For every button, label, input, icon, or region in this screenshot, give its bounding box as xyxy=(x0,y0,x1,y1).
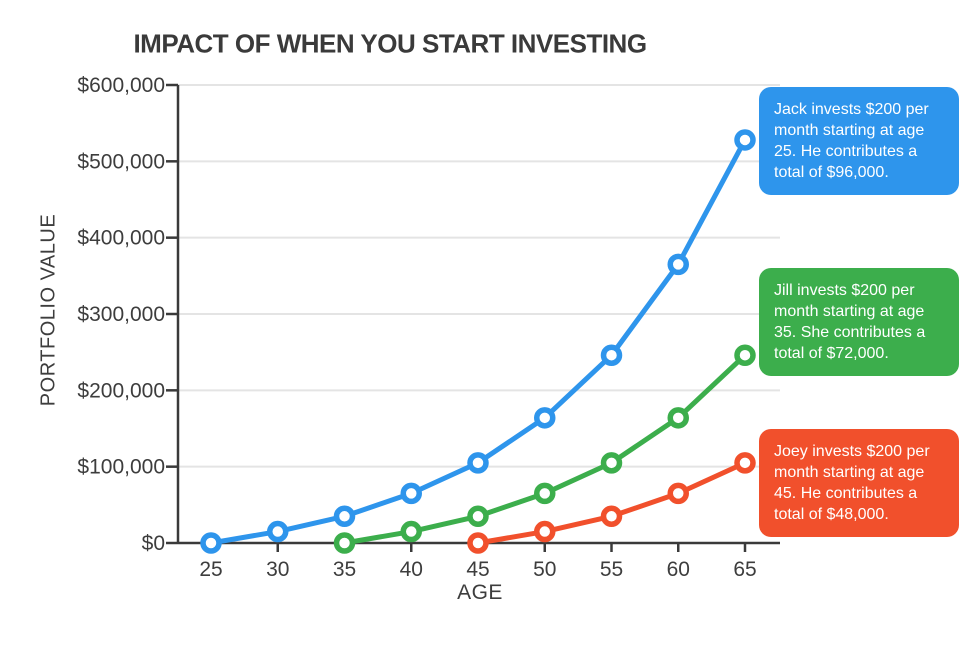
data-point-marker xyxy=(534,482,556,505)
y-tick-label: $500,000 xyxy=(77,150,165,173)
x-tick-label: 45 xyxy=(466,558,489,581)
callout-joey: Joey invests $200 per month starting at … xyxy=(759,429,959,537)
data-point-marker xyxy=(400,482,422,505)
data-point-marker xyxy=(667,407,689,429)
series-line xyxy=(342,352,748,546)
data-point-marker xyxy=(667,253,689,276)
data-point-marker xyxy=(200,532,222,554)
y-tick-label: $100,000 xyxy=(77,456,165,479)
x-tick-label: 50 xyxy=(533,558,556,581)
data-point-marker xyxy=(467,532,489,554)
data-point-marker xyxy=(534,407,556,429)
series-line xyxy=(208,137,748,546)
y-tick-label: $200,000 xyxy=(77,379,165,402)
x-tick-label: 40 xyxy=(400,558,423,581)
data-point-marker xyxy=(333,505,356,528)
x-tick-label: 60 xyxy=(667,558,690,581)
data-point-marker xyxy=(333,532,356,554)
data-point-marker xyxy=(600,505,623,528)
y-tick-label: $300,000 xyxy=(77,303,165,326)
y-tick-label: $0 xyxy=(142,532,165,555)
x-tick-label: 35 xyxy=(333,558,356,581)
chart-title: IMPACT OF WHEN YOU START INVESTING xyxy=(133,28,647,59)
x-tick-label: 30 xyxy=(266,558,289,581)
data-point-marker xyxy=(667,482,689,505)
data-point-marker xyxy=(600,344,623,366)
callout-jack: Jack invests $200 per month starting at … xyxy=(759,87,959,195)
data-point-marker xyxy=(467,505,489,528)
x-axis-title: AGE xyxy=(457,581,503,604)
callout-jill: Jill invests $200 per month starting at … xyxy=(759,268,959,376)
data-point-marker xyxy=(600,452,623,474)
data-point-marker xyxy=(267,520,289,543)
data-point-marker xyxy=(400,520,422,543)
y-tick-label: $600,000 xyxy=(77,74,165,97)
y-tick-label: $400,000 xyxy=(77,227,165,250)
data-point-marker xyxy=(534,520,556,543)
data-point-marker xyxy=(734,452,756,474)
x-tick-label: 55 xyxy=(600,558,623,581)
data-point-marker xyxy=(734,129,756,151)
data-point-marker xyxy=(467,452,489,474)
x-tick-label: 65 xyxy=(733,558,756,581)
x-tick-label: 25 xyxy=(199,558,222,581)
data-point-marker xyxy=(734,344,756,366)
